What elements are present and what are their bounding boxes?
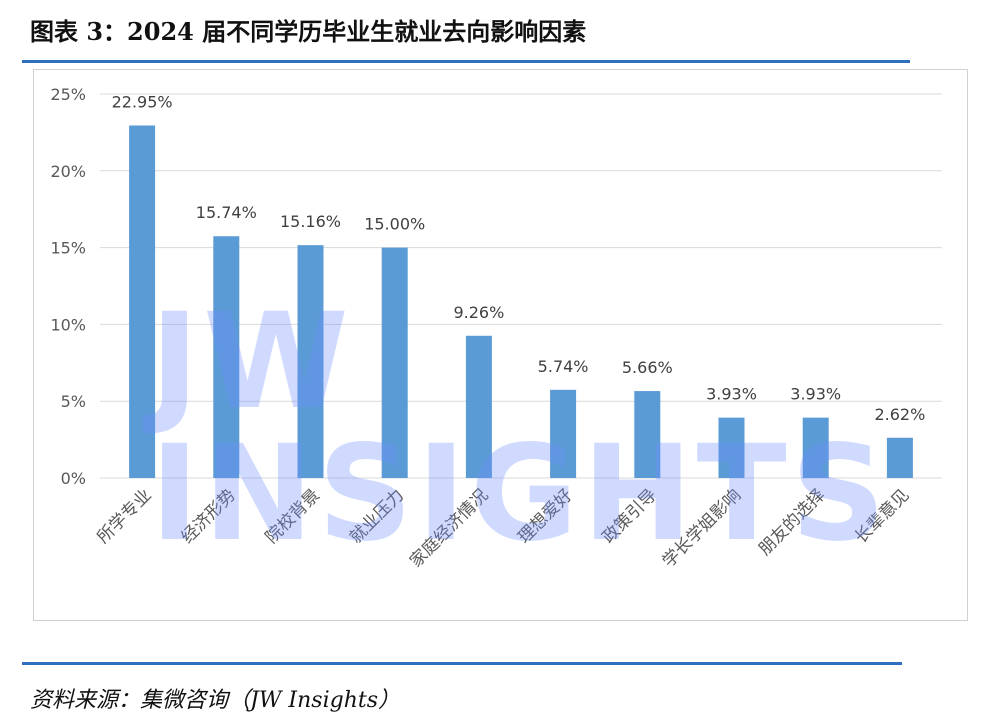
x-tick-label: 家庭经济情况 [406, 485, 492, 571]
bar [802, 417, 829, 478]
bar [297, 245, 324, 478]
data-label: 22.95% [112, 92, 173, 111]
y-tick-label: 20% [50, 162, 86, 181]
data-label: 3.93% [706, 385, 757, 404]
x-tick-label: 政策引导 [599, 485, 661, 547]
x-tick-label: 经济形势 [178, 485, 240, 547]
x-tick-label: 长辈意见 [851, 485, 913, 547]
x-tick-label: 朋友的选择 [755, 485, 829, 559]
y-tick-label: 15% [50, 239, 86, 258]
x-tick-label: 理想爱好 [514, 485, 576, 547]
y-tick-label: 25% [50, 85, 86, 104]
data-label: 15.74% [196, 203, 257, 222]
bar [213, 236, 240, 478]
x-tick-label: 院校背景 [262, 485, 324, 547]
bar [381, 247, 408, 478]
bar [886, 437, 913, 478]
y-tick-label: 10% [50, 315, 86, 334]
chart-frame [33, 69, 968, 621]
data-label: 9.26% [453, 303, 504, 322]
bottom-divider [22, 662, 902, 665]
y-tick-label: 0% [61, 469, 86, 488]
x-tick-label: 就业压力 [346, 485, 408, 547]
data-label: 15.16% [280, 212, 341, 231]
figure-title: 图表 3：2024 届不同学历毕业生就业去向影响因素 [30, 17, 587, 46]
data-label: 2.62% [874, 405, 925, 424]
x-tick-label: 学长学姐影响 [659, 485, 745, 571]
y-tick-label: 5% [61, 392, 86, 411]
bar [550, 389, 577, 478]
data-label: 3.93% [790, 385, 841, 404]
bar [129, 125, 156, 478]
data-label: 15.00% [364, 215, 425, 234]
bar [718, 417, 745, 478]
top-divider [22, 60, 910, 63]
source-note: 资料来源：集微咨询（JW Insights） [30, 688, 400, 713]
data-label: 5.66% [622, 358, 673, 377]
bar [634, 391, 661, 478]
x-tick-label: 所学专业 [93, 485, 155, 547]
data-label: 5.74% [538, 357, 589, 376]
bar [465, 335, 492, 478]
